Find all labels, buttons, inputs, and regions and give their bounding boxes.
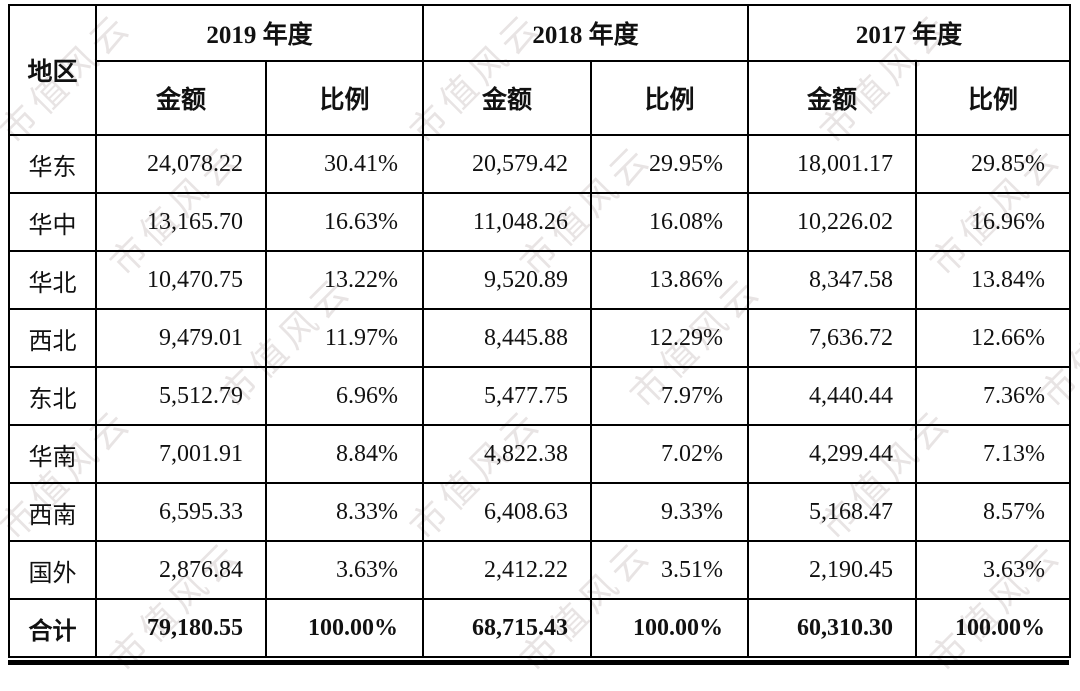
ratio-cell-2018: 13.86% — [590, 250, 750, 310]
ratio-cell-2018: 12.29% — [590, 308, 750, 368]
ratio-cell-2017: 16.96% — [915, 192, 1072, 252]
ratio-header-2018: 比例 — [590, 60, 750, 136]
amount-header-2019: 金额 — [95, 60, 267, 136]
year-header-2017: 2017 年度 — [747, 4, 1072, 62]
amount-cell-2019: 10,470.75 — [95, 250, 267, 310]
table-header: 地区 2019 年度 2018 年度 2017 年度 金额 比例 金额 比例 金… — [8, 4, 1072, 136]
amount-cell-2018: 5,477.75 — [422, 366, 593, 426]
amount-cell-2018: 6,408.63 — [422, 482, 593, 542]
amount-cell-2017: 4,299.44 — [747, 424, 918, 484]
ratio-cell-2017: 29.85% — [915, 134, 1072, 194]
region-cell: 华南 — [8, 424, 97, 484]
ratio-cell-2019: 8.84% — [264, 424, 425, 484]
ratio-cell-2019: 3.63% — [264, 540, 425, 600]
region-cell: 西南 — [8, 482, 97, 542]
amount-cell-2018: 8,445.88 — [422, 308, 593, 368]
ratio-cell-2018: 7.97% — [590, 366, 750, 426]
total-row: 合计 79,180.55 100.00% 68,715.43 100.00% 60,310… — [8, 598, 1072, 658]
region-column-header: 地区 — [8, 4, 97, 136]
regional-revenue-table: 地区 2019 年度 2018 年度 2017 年度 金额 比例 金额 比例 金… — [8, 4, 1072, 658]
amount-cell-2019: 2,876.84 — [95, 540, 267, 600]
table-row: 国外 2,876.84 3.63% 2,412.22 3.51% 2,190.45 3.63… — [8, 540, 1072, 600]
amount-cell-2017: 10,226.02 — [747, 192, 918, 252]
region-cell: 西北 — [8, 308, 97, 368]
ratio-cell-2019: 11.97% — [264, 308, 425, 368]
amount-cell-2017: 18,001.17 — [747, 134, 918, 194]
ratio-cell-2017: 13.84% — [915, 250, 1072, 310]
ratio-cell-2017: 3.63% — [915, 540, 1072, 600]
table-bottom-rule — [8, 660, 1069, 665]
region-cell: 华东 — [8, 134, 97, 194]
ratio-cell-2018: 3.51% — [590, 540, 750, 600]
region-cell: 东北 — [8, 366, 97, 426]
region-cell: 华中 — [8, 192, 97, 252]
table-row: 东北 5,512.79 6.96% 5,477.75 7.97% 4,440.44 7.36… — [8, 366, 1072, 426]
ratio-cell-2017: 100.00% — [915, 598, 1072, 658]
table-row: 华南 7,001.91 8.84% 4,822.38 7.02% 4,299.44 7.13… — [8, 424, 1072, 484]
amount-cell-2017: 4,440.44 — [747, 366, 918, 426]
ratio-cell-2018: 16.08% — [590, 192, 750, 252]
amount-cell-2019: 13,165.70 — [95, 192, 267, 252]
year-header-2018: 2018 年度 — [422, 4, 750, 62]
amount-cell-2018: 11,048.26 — [422, 192, 593, 252]
ratio-cell-2018: 29.95% — [590, 134, 750, 194]
amount-cell-2018: 68,715.43 — [422, 598, 593, 658]
ratio-cell-2019: 6.96% — [264, 366, 425, 426]
ratio-header-2019: 比例 — [264, 60, 425, 136]
ratio-cell-2018: 7.02% — [590, 424, 750, 484]
amount-cell-2018: 4,822.38 — [422, 424, 593, 484]
ratio-cell-2018: 9.33% — [590, 482, 750, 542]
amount-cell-2018: 2,412.22 — [422, 540, 593, 600]
table-row: 华东 24,078.22 30.41% 20,579.42 29.95% 18,001.1… — [8, 134, 1072, 194]
amount-cell-2017: 5,168.47 — [747, 482, 918, 542]
table-body: 华东 24,078.22 30.41% 20,579.42 29.95% 18,001.1… — [8, 134, 1072, 658]
ratio-cell-2018: 100.00% — [590, 598, 750, 658]
ratio-cell-2019: 13.22% — [264, 250, 425, 310]
amount-header-2018: 金额 — [422, 60, 593, 136]
table-row: 华中 13,165.70 16.63% 11,048.26 16.08% 10,226.0… — [8, 192, 1072, 252]
table-row: 华北 10,470.75 13.22% 9,520.89 13.86% 8,347.58 1… — [8, 250, 1072, 310]
amount-cell-2017: 7,636.72 — [747, 308, 918, 368]
ratio-cell-2019: 8.33% — [264, 482, 425, 542]
amount-cell-2019: 5,512.79 — [95, 366, 267, 426]
ratio-cell-2019: 16.63% — [264, 192, 425, 252]
amount-cell-2018: 9,520.89 — [422, 250, 593, 310]
region-cell: 国外 — [8, 540, 97, 600]
table-row: 西南 6,595.33 8.33% 6,408.63 9.33% 5,168.47 8.57… — [8, 482, 1072, 542]
amount-cell-2017: 8,347.58 — [747, 250, 918, 310]
amount-cell-2019: 24,078.22 — [95, 134, 267, 194]
sub-header-row: 金额 比例 金额 比例 金额 比例 — [9, 60, 1072, 136]
ratio-cell-2019: 100.00% — [264, 598, 425, 658]
year-header-row: 地区 2019 年度 2018 年度 2017 年度 — [8, 4, 1072, 136]
regional-revenue-table-wrap: 地区 2019 年度 2018 年度 2017 年度 金额 比例 金额 比例 金… — [8, 4, 1072, 665]
ratio-cell-2017: 7.13% — [915, 424, 1072, 484]
region-cell: 华北 — [8, 250, 97, 310]
year-header-2019: 2019 年度 — [94, 4, 425, 62]
amount-cell-2017: 60,310.30 — [747, 598, 918, 658]
ratio-cell-2019: 30.41% — [264, 134, 425, 194]
ratio-header-2017: 比例 — [915, 60, 1072, 136]
total-label-cell: 合计 — [8, 598, 97, 658]
table-row: 西北 9,479.01 11.97% 8,445.88 12.29% 7,636.72 12… — [8, 308, 1072, 368]
amount-cell-2019: 6,595.33 — [95, 482, 267, 542]
amount-cell-2019: 9,479.01 — [95, 308, 267, 368]
amount-cell-2017: 2,190.45 — [747, 540, 918, 600]
ratio-cell-2017: 7.36% — [915, 366, 1072, 426]
amount-cell-2018: 20,579.42 — [422, 134, 593, 194]
ratio-cell-2017: 8.57% — [915, 482, 1072, 542]
amount-cell-2019: 79,180.55 — [95, 598, 267, 658]
amount-header-2017: 金额 — [747, 60, 918, 136]
ratio-cell-2017: 12.66% — [915, 308, 1072, 368]
amount-cell-2019: 7,001.91 — [95, 424, 267, 484]
